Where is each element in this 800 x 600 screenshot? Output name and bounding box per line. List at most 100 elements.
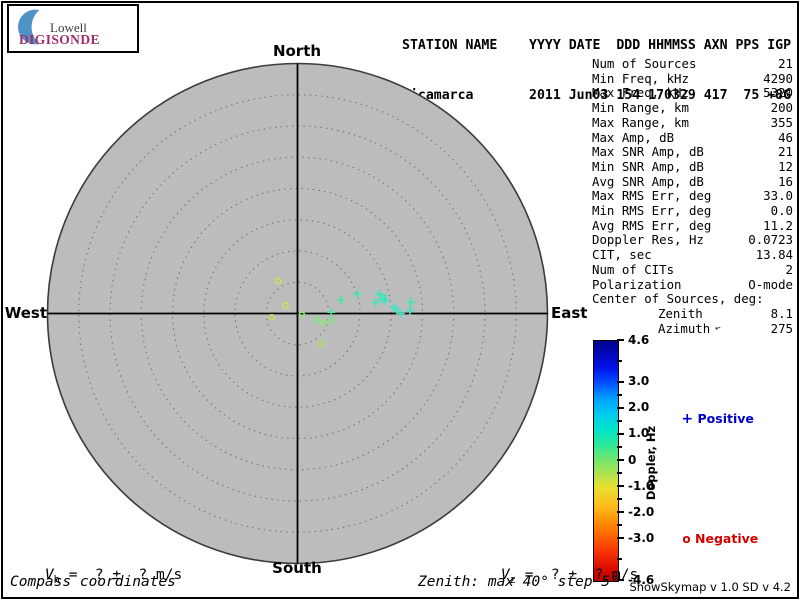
azimuth-direction-arrow-icon: ← [709,322,722,335]
source-point-negative [282,301,290,309]
colorbar-minor-tick [617,524,622,527]
stat-label: Min SNR Amp, dB [592,158,704,174]
stat-row: Azimuth ← 275 [592,320,793,337]
stat-value: 355 [770,114,793,130]
stat-label: Avg RMS Err, deg [592,217,712,233]
coordinate-system-note: Compass coordinates [10,574,176,590]
stat-row: Min Range, km 200 [592,100,793,116]
source-point-negative [319,319,327,327]
source-point-negative [317,340,325,347]
stat-label: Doppler Res, Hz [592,232,704,248]
stat-row: Center of Sources, deg: [592,292,793,307]
source-point-positive [375,289,384,299]
stat-label: CIT, sec [592,247,652,263]
colorbar-major-tick [617,537,624,540]
colorbar-major-tick [617,485,624,488]
stat-label: Azimuth ← [658,320,722,336]
colorbar-major-tick [617,579,624,581]
source-point-positive [353,289,362,299]
stat-row: Doppler Res, Hz 0.0723 [592,233,793,248]
colorbar-major-tick [617,432,624,435]
vh-symbol: V [44,567,54,583]
colorbar-tick-label: 4.6 [628,332,650,347]
colorbar-tick-label: -4.6 [628,572,655,587]
stat-label: Avg SNR Amp, dB [592,173,704,189]
skymap-polar-plot [46,62,549,565]
source-point-positive [406,298,415,307]
stat-label: Max Range, km [592,114,689,130]
horizontal-velocity-readout: Vh = ? ± ? m/s [10,551,182,600]
north-label: North [272,42,322,60]
stat-value: 8.1 [770,305,793,321]
stat-value: 5320 [763,85,793,101]
colorbar-minor-tick [617,472,622,475]
stat-label: Max RMS Err, deg [592,188,712,204]
logo-text-digisonde: DIGISONDE [19,32,100,47]
stat-value: 200 [770,100,793,116]
colorbar-tick-label: 0 [628,452,637,467]
stat-value: O-mode [748,276,793,292]
stat-value: 21 [778,56,793,71]
stat-row: Max Freq, kHz 5320 [592,86,793,101]
colorbar-minor-tick [617,419,622,422]
station-header: STATION NAME YYYY DATE DDD HHMMSS AXN PP… [402,5,791,137]
stat-label: Polarization [592,276,682,292]
stat-row: Num of Sources 21 [592,56,793,72]
colorbar-tick-label: 3.0 [628,374,650,389]
east-label: East [551,304,588,322]
source-point-positive [380,293,388,301]
stat-label: Max Amp, dB [592,129,675,145]
circle-symbol-icon: o [682,532,691,546]
software-version-label: ShowSkymap v 1.0 SD v 4.2 [629,580,791,594]
stat-label: Min Range, km [592,100,689,116]
colorbar-tick-label: 2.0 [628,400,650,415]
colorbar-minor-tick [617,393,622,396]
source-point-negative [313,316,321,324]
stat-label: Zenith [658,305,703,321]
stat-row: Polarization O-mode [592,276,793,293]
source-point-positive [405,306,415,315]
stat-row: Max Range, km 355 [592,114,793,131]
stat-label: Min Freq, kHz [592,70,689,86]
source-point-negative [274,277,282,285]
plus-symbol-icon: + [681,411,694,427]
source-point-positive [327,308,336,317]
source-point-positive [337,296,346,305]
stat-row: Max RMS Err, deg 33.0 [592,189,793,204]
stat-value: 275 [770,320,793,336]
colorbar-major-tick [617,380,624,383]
colorbar-major-tick [617,339,624,341]
vz-symbol: V [500,567,510,583]
source-point-positive [392,305,402,314]
zenith-range-note: Zenith: max 40° step 5° [418,574,619,590]
stat-row: Avg RMS Err, deg 11.2 [592,217,793,234]
source-point-positive [371,298,380,307]
positive-legend: + Positive [664,396,754,442]
colorbar-major-tick [617,459,624,461]
stat-label: Num of CITs [592,261,675,277]
stat-row: Avg SNR Amp, dB 16 [592,173,793,190]
colorbar-tick-label: -3.0 [628,530,655,545]
colorbar-minor-tick [617,359,622,362]
colorbar-minor-tick [617,445,622,448]
crescent-logo-icon [18,9,40,45]
colorbar-minor-tick [617,498,622,501]
west-label: West [4,304,47,322]
stat-label: Num of Sources [592,56,697,71]
stat-value: 11.2 [763,217,793,233]
colorbar-tick-label: 1.0 [628,426,650,441]
positive-legend-label: Positive [693,411,754,426]
negative-legend-label: Negative [690,531,759,546]
south-label: South [272,559,322,577]
stat-row: Zenith 8.1 [592,305,793,322]
source-point-negative [268,313,276,321]
stat-value: 33.0 [763,188,793,204]
colorbar-major-tick [617,406,624,409]
stat-row: CIT, sec 13.84 [592,247,793,263]
negative-legend: o Negative [665,516,758,561]
colorbar-tick-label: -2.0 [628,504,655,519]
station-header-labels: STATION NAME YYYY DATE DDD HHMMSS AXN PP… [402,38,792,53]
measurement-stats-block: Num of Sources 21 Min Freq, kHz 4290 Max Fre… [592,56,793,337]
